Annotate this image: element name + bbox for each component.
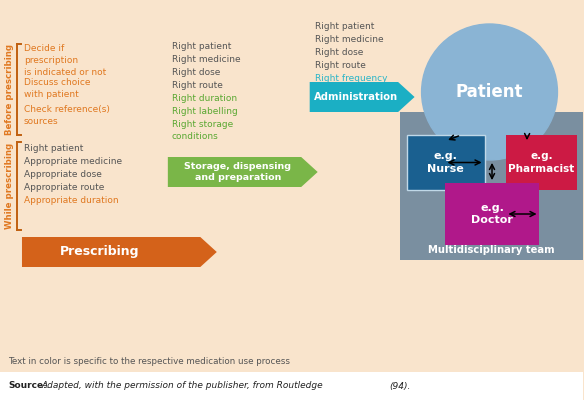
Text: Multidisciplinary team: Multidisciplinary team <box>428 245 555 255</box>
Text: Patient: Patient <box>456 83 523 101</box>
Text: (94).: (94). <box>390 382 411 390</box>
Text: Appropriate dose: Appropriate dose <box>24 170 102 179</box>
Text: Right dose: Right dose <box>315 48 363 57</box>
Text: Appropriate route: Appropriate route <box>24 183 105 192</box>
Text: Before prescribing: Before prescribing <box>5 44 15 135</box>
Text: Check reference(s)
sources: Check reference(s) sources <box>24 105 110 126</box>
Text: Right labelling: Right labelling <box>172 107 238 116</box>
Text: e.g.
Pharmacist: e.g. Pharmacist <box>508 151 575 174</box>
Text: Administration: Administration <box>314 92 398 102</box>
Circle shape <box>422 24 558 160</box>
Text: Right duration: Right duration <box>172 94 237 103</box>
Polygon shape <box>22 237 217 267</box>
Bar <box>399 112 583 260</box>
Bar <box>406 135 485 190</box>
Text: Right dose: Right dose <box>172 68 220 77</box>
Text: Right route: Right route <box>315 61 366 70</box>
Text: Right route: Right route <box>172 81 223 90</box>
Text: Right storage
conditions: Right storage conditions <box>172 120 233 141</box>
Polygon shape <box>310 82 415 112</box>
Polygon shape <box>168 157 318 187</box>
Text: Right patient: Right patient <box>172 42 231 51</box>
Text: e.g.
Doctor: e.g. Doctor <box>471 203 513 225</box>
Text: Discuss choice
with patient: Discuss choice with patient <box>24 78 91 99</box>
Text: Adapted, with the permission of the publisher, from Routledge: Adapted, with the permission of the publ… <box>42 382 326 390</box>
Text: Right medicine: Right medicine <box>172 55 241 64</box>
Text: Right patient: Right patient <box>24 144 84 153</box>
Text: Decide if
prescription
is indicated or not: Decide if prescription is indicated or n… <box>24 44 106 77</box>
Text: Prescribing: Prescribing <box>60 246 140 258</box>
Bar <box>506 135 578 190</box>
Text: Appropriate duration: Appropriate duration <box>24 196 119 205</box>
Text: Right medicine: Right medicine <box>315 35 383 44</box>
Bar <box>444 183 540 245</box>
Text: While prescribing: While prescribing <box>5 143 15 229</box>
Text: Text in color is specific to the respective medication use process: Text in color is specific to the respect… <box>8 358 290 366</box>
Text: e.g.
Nurse: e.g. Nurse <box>427 151 464 174</box>
Text: Storage, dispensing
and preparation: Storage, dispensing and preparation <box>185 162 291 182</box>
Text: Right frequency: Right frequency <box>315 74 387 83</box>
Text: Right patient: Right patient <box>315 22 374 31</box>
Text: Appropriate medicine: Appropriate medicine <box>24 157 122 166</box>
Bar <box>0 372 583 400</box>
Text: Source:: Source: <box>8 382 47 390</box>
